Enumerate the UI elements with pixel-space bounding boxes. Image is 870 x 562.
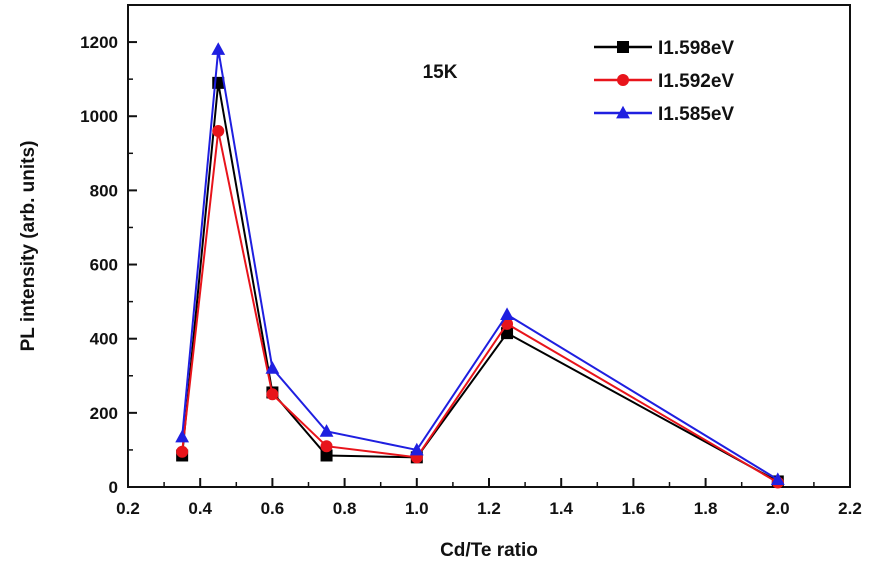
legend: I1.598eV I1.592eV I1.585eV bbox=[594, 38, 734, 125]
x-tick-label: 2.0 bbox=[766, 499, 790, 518]
data-point bbox=[320, 449, 333, 462]
x-tick-label: 0.8 bbox=[333, 499, 357, 518]
legend-marker bbox=[616, 105, 630, 119]
legend-entry: I1.598eV bbox=[594, 38, 734, 59]
y-tick-label: 600 bbox=[90, 256, 118, 275]
y-tick-label: 0 bbox=[109, 478, 118, 497]
legend-label: I1.585eV bbox=[658, 104, 734, 125]
x-tick-label: 0.2 bbox=[116, 499, 140, 518]
x-tick-label: 1.8 bbox=[694, 499, 718, 518]
series-line bbox=[181, 130, 779, 484]
x-tick-label: 0.6 bbox=[261, 499, 285, 518]
x-tick-label: 1.6 bbox=[622, 499, 646, 518]
y-tick-label: 800 bbox=[90, 181, 118, 200]
data-point bbox=[176, 445, 189, 458]
data-point bbox=[501, 327, 514, 340]
temperature-annotation: 15K bbox=[423, 62, 458, 83]
plot-frame bbox=[127, 4, 851, 488]
data-point bbox=[319, 424, 334, 437]
x-tick-label: 1.0 bbox=[405, 499, 429, 518]
series-layer bbox=[175, 42, 785, 489]
data-point bbox=[265, 361, 280, 374]
legend-entry: I1.592eV bbox=[594, 71, 734, 92]
series-0 bbox=[176, 76, 784, 488]
y-axis-label: PL intensity (arb. units) bbox=[18, 141, 39, 352]
series-line bbox=[181, 82, 779, 483]
y-tick-label: 1200 bbox=[80, 33, 118, 52]
data-point bbox=[211, 42, 226, 55]
data-point bbox=[500, 307, 514, 320]
legend-marker bbox=[617, 74, 629, 86]
legend-label: I1.592eV bbox=[658, 71, 734, 92]
x-tick-label: 1.2 bbox=[477, 499, 501, 518]
data-point bbox=[266, 388, 279, 401]
data-point bbox=[409, 442, 424, 456]
data-point bbox=[175, 429, 190, 443]
x-tick-label: 2.2 bbox=[838, 499, 862, 518]
y-axis: 0 200 400 600 800 1000 1200 bbox=[80, 33, 137, 497]
x-axis: 0.2 0.4 0.6 0.8 1.0 1.2 1.4 1.6 1.8 2.0 2.2 bbox=[116, 478, 862, 518]
data-point bbox=[212, 125, 225, 138]
series-2 bbox=[175, 42, 785, 485]
y-tick-label: 1000 bbox=[80, 107, 118, 126]
x-tick-label: 1.4 bbox=[549, 499, 573, 518]
y-tick-label: 400 bbox=[90, 330, 118, 349]
legend-label: I1.598eV bbox=[658, 38, 734, 59]
data-point bbox=[770, 472, 785, 485]
legend-entry: I1.585eV bbox=[594, 104, 734, 125]
data-point bbox=[320, 440, 333, 453]
y-tick-label: 200 bbox=[90, 404, 118, 423]
x-tick-label: 0.4 bbox=[188, 499, 212, 518]
legend-marker bbox=[617, 41, 629, 53]
x-axis-label: Cd/Te ratio bbox=[440, 540, 538, 561]
